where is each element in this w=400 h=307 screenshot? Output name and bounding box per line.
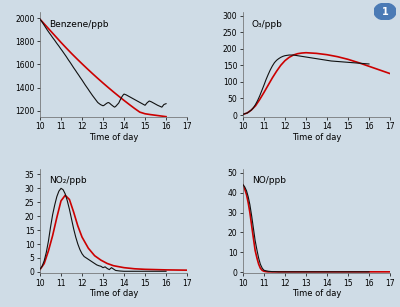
Circle shape	[374, 3, 396, 20]
X-axis label: Time of day: Time of day	[292, 133, 341, 142]
X-axis label: Time of day: Time of day	[292, 289, 341, 298]
Text: 1: 1	[382, 6, 388, 17]
Text: NO/ppb: NO/ppb	[252, 176, 286, 185]
X-axis label: Time of day: Time of day	[89, 133, 138, 142]
Text: NO₂/ppb: NO₂/ppb	[49, 176, 86, 185]
Text: Benzene/ppb: Benzene/ppb	[49, 20, 108, 29]
X-axis label: Time of day: Time of day	[89, 289, 138, 298]
Text: O₃/ppb: O₃/ppb	[252, 20, 283, 29]
